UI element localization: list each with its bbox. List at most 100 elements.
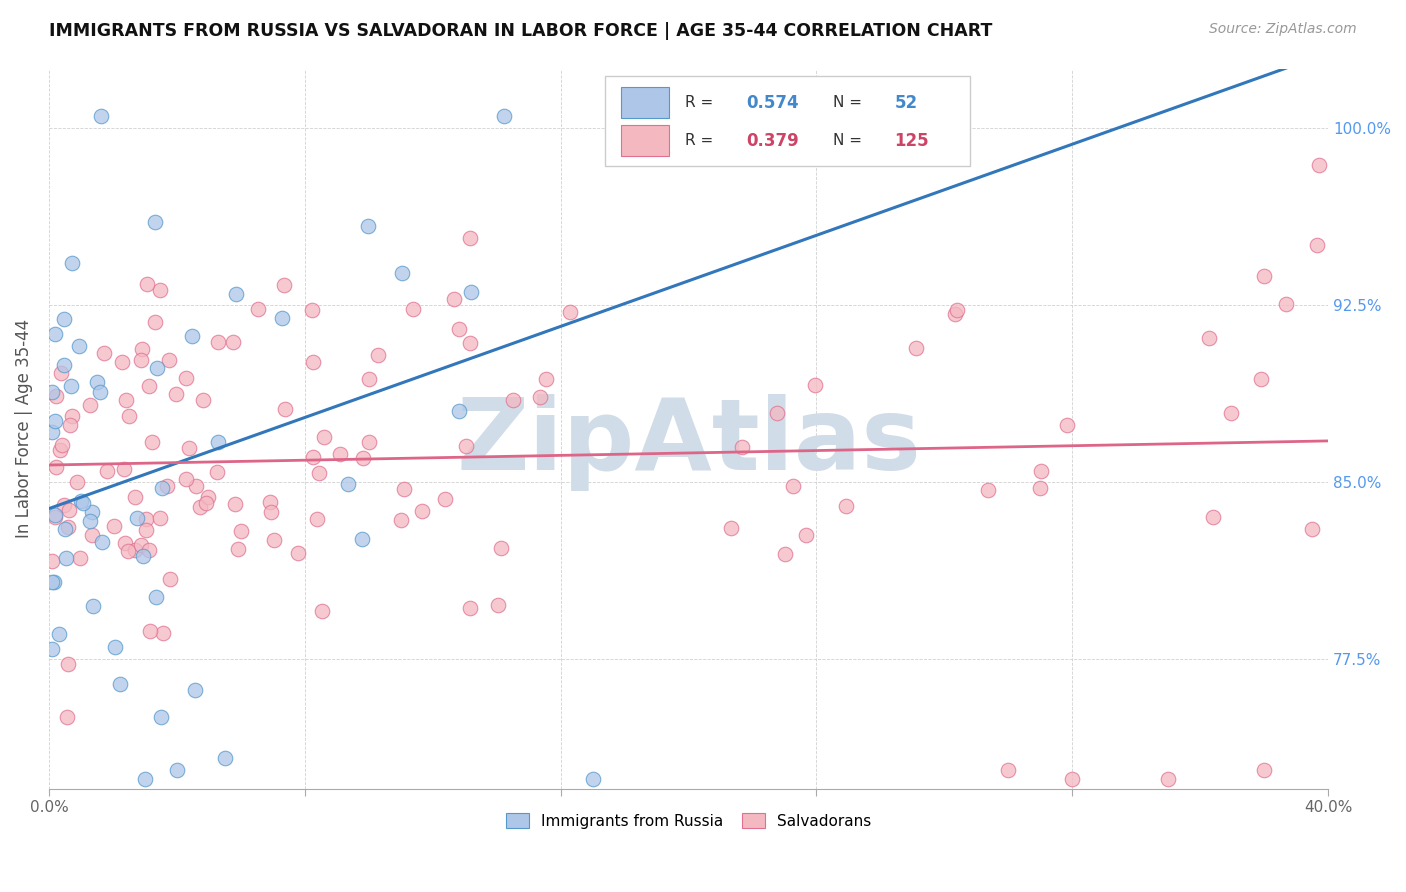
Point [447, 322, 470, 336]
Point [731, 441, 754, 455]
Point [458, 600, 481, 615]
Point [905, 341, 928, 355]
Point [946, 302, 969, 317]
Point [207, 435, 229, 450]
Point [678, 116, 700, 130]
Point [180, 329, 202, 343]
Point [350, 532, 373, 546]
Point [226, 541, 249, 556]
Point [411, 503, 433, 517]
Point [1029, 464, 1052, 478]
Point [560, 305, 582, 319]
Point [56, 657, 79, 671]
Legend: Immigrants from Russia, Salvadorans: Immigrants from Russia, Salvadorans [501, 807, 877, 835]
Point [41, 642, 63, 657]
Point [502, 392, 524, 407]
Point [260, 505, 283, 519]
Point [174, 472, 197, 486]
Text: Source: ZipAtlas.com: Source: ZipAtlas.com [1209, 22, 1357, 37]
Point [489, 541, 512, 556]
Point [41, 425, 63, 439]
Point [1253, 763, 1275, 777]
Point [67, 339, 90, 353]
Point [1250, 372, 1272, 386]
Point [287, 546, 309, 560]
Point [246, 302, 269, 317]
Point [139, 624, 162, 639]
Point [149, 283, 172, 297]
Point [86, 375, 108, 389]
Point [150, 481, 173, 495]
Point [308, 467, 330, 481]
Point [273, 402, 295, 417]
Point [1306, 237, 1329, 252]
Point [1308, 158, 1330, 172]
Point [389, 513, 412, 527]
Point [224, 497, 246, 511]
Point [69, 551, 91, 566]
Point [44, 509, 66, 524]
Point [177, 442, 200, 456]
Point [367, 348, 389, 362]
Point [136, 277, 159, 292]
Point [149, 511, 172, 525]
Point [58, 503, 80, 517]
Point [188, 500, 211, 515]
Point [103, 518, 125, 533]
Point [56, 519, 79, 533]
Point [443, 293, 465, 307]
Point [134, 772, 156, 786]
Point [193, 393, 215, 408]
Point [492, 109, 515, 123]
Point [41, 554, 63, 568]
Point [124, 490, 146, 504]
Point [720, 521, 742, 535]
Point [765, 406, 787, 420]
Point [782, 479, 804, 493]
Point [460, 285, 482, 300]
Point [943, 306, 966, 320]
Point [80, 505, 103, 519]
Point [53, 358, 76, 372]
Point [53, 312, 76, 326]
Point [115, 392, 138, 407]
Point [197, 491, 219, 505]
Point [72, 496, 94, 510]
Point [1301, 522, 1323, 536]
Point [96, 465, 118, 479]
Point [79, 514, 101, 528]
Point [143, 215, 166, 229]
Point [149, 710, 172, 724]
Point [263, 533, 285, 548]
Point [49, 442, 72, 457]
Point [60, 409, 83, 423]
Point [174, 371, 197, 385]
Point [60, 378, 83, 392]
Point [131, 353, 153, 368]
Point [229, 524, 252, 538]
Point [66, 475, 89, 490]
Point [44, 574, 66, 589]
Point [124, 543, 146, 558]
Point [156, 478, 179, 492]
Point [222, 335, 245, 350]
Point [55, 550, 77, 565]
Point [205, 465, 228, 479]
Point [391, 266, 413, 280]
Bar [621, 125, 669, 156]
Point [352, 451, 374, 466]
Text: 125: 125 [894, 131, 929, 150]
Point [111, 355, 134, 369]
Point [70, 494, 93, 508]
Point [1062, 772, 1084, 786]
Point [141, 434, 163, 449]
Point [392, 482, 415, 496]
Point [336, 476, 359, 491]
Point [794, 528, 817, 542]
Text: R =: R = [685, 95, 718, 111]
Text: N =: N = [834, 133, 868, 148]
Point [82, 599, 104, 613]
Point [302, 355, 325, 369]
Point [433, 492, 456, 507]
Point [135, 512, 157, 526]
